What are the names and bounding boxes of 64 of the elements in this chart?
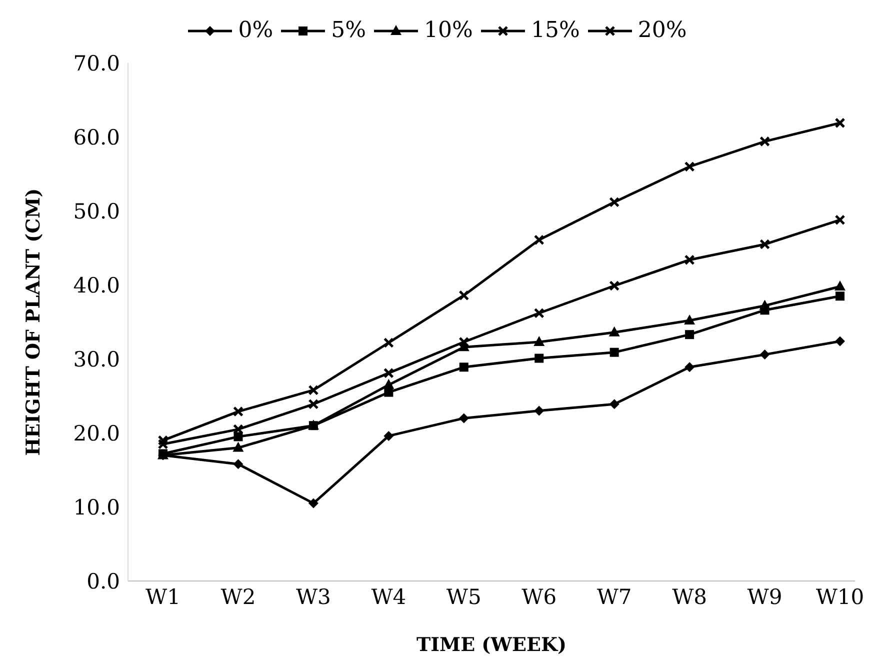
y-tick-label: 60.0 (73, 125, 120, 150)
point (383, 368, 394, 378)
legend-label: 10% (424, 18, 473, 43)
y-tick-label: 20.0 (73, 421, 120, 446)
point (835, 336, 845, 346)
legend-label: 15% (530, 18, 580, 43)
point (684, 362, 695, 372)
point (834, 118, 846, 128)
point (760, 350, 770, 360)
point (609, 280, 620, 291)
x-tick-label: W5 (446, 584, 482, 609)
point (609, 196, 620, 208)
x-tick-label: W10 (816, 584, 864, 609)
point (610, 348, 619, 357)
y-tick-label: 0.0 (86, 569, 120, 594)
point (534, 354, 544, 363)
point (608, 326, 620, 336)
point (684, 254, 695, 266)
point (834, 214, 846, 226)
x-axis-title: TIME (WEEK) (416, 634, 566, 656)
x-tick-label: W9 (747, 584, 782, 609)
point (685, 330, 694, 340)
point (232, 406, 244, 417)
point (534, 308, 544, 318)
point (232, 442, 244, 452)
y-tick-label: 70.0 (73, 51, 120, 76)
legend-label: 5% (331, 18, 366, 43)
point (383, 337, 394, 348)
x-tick-label: W6 (522, 584, 557, 609)
point (459, 362, 468, 372)
x-tick-label: W7 (596, 584, 632, 609)
point (308, 384, 319, 396)
point (609, 399, 620, 410)
y-tick-label: 40.0 (73, 273, 120, 298)
y-tick-label: 50.0 (73, 199, 120, 224)
y-tick-label: 30.0 (73, 347, 120, 372)
point (684, 314, 696, 325)
point (684, 161, 695, 172)
point (760, 306, 770, 315)
point (458, 336, 470, 348)
point (458, 413, 469, 424)
point (760, 239, 770, 250)
point (384, 430, 394, 441)
y-axis-title: HEIGHT OF PLANT (CM) (22, 188, 45, 456)
point (534, 406, 544, 416)
point (234, 432, 243, 442)
point (834, 280, 846, 290)
point (384, 388, 394, 397)
x-tick-label: W2 (220, 584, 256, 609)
x-tick-label: W3 (296, 584, 331, 609)
point (836, 292, 844, 301)
x-tick-label: W1 (146, 584, 180, 609)
point (534, 234, 544, 246)
point (233, 459, 244, 470)
point (308, 498, 318, 508)
point (534, 336, 545, 346)
legend-label: 20% (638, 18, 687, 43)
x-tick-label: W4 (371, 584, 406, 609)
point (760, 136, 770, 147)
point (458, 290, 470, 301)
legend-label: 0% (238, 18, 274, 43)
y-tick-label: 10.0 (73, 495, 120, 520)
point (308, 398, 319, 410)
x-tick-label: W8 (672, 584, 708, 609)
